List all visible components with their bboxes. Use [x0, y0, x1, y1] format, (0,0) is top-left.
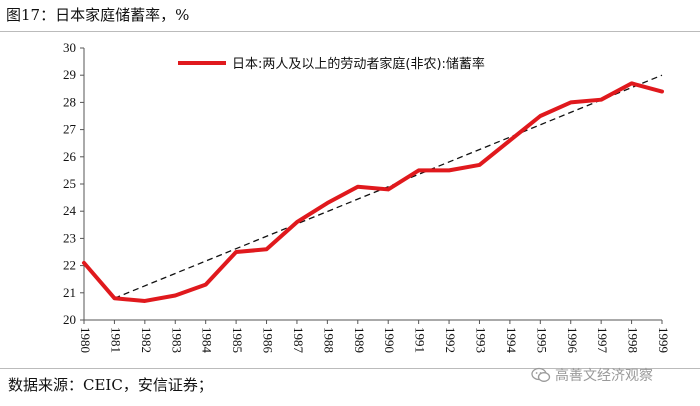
x-tick-label: 1996 [565, 327, 580, 354]
figure-source: 数据来源：CEIC，安信证券； [8, 376, 213, 394]
x-tick-label: 1985 [230, 327, 245, 353]
wechat-icon [531, 367, 551, 382]
series-line [82, 81, 664, 303]
x-tick-label: 1983 [169, 327, 184, 353]
x-tick-label: 1992 [443, 327, 458, 353]
legend: 日本:两人及以上的劳动者家庭(非农):储蓄率 [178, 56, 485, 72]
bottom-divider [0, 368, 700, 369]
y-tick-label: 30 [63, 40, 76, 55]
x-tick-label: 1999 [656, 327, 671, 353]
x-tick-label: 1982 [139, 327, 154, 353]
y-tick-label: 24 [63, 203, 77, 218]
y-tick-label: 20 [63, 312, 76, 327]
legend-label: 日本:两人及以上的劳动者家庭(非农):储蓄率 [232, 56, 485, 72]
watermark: 高善文经济观察 [531, 364, 653, 386]
x-tick-label: 1986 [261, 327, 276, 354]
y-tick-label: 29 [63, 67, 76, 82]
y-tick-label: 26 [63, 149, 77, 164]
figure-title: 图17：日本家庭储蓄率，% [6, 6, 190, 24]
x-tick-label: 1998 [626, 327, 641, 353]
y-tick-label: 23 [63, 230, 76, 245]
x-tick-label: 1991 [413, 327, 428, 353]
series-group [82, 81, 664, 303]
x-tick-label: 1988 [321, 327, 336, 353]
x-tick-label: 1989 [352, 327, 367, 353]
watermark-text: 高善文经济观察 [555, 368, 653, 384]
x-tick-label: 1994 [504, 327, 519, 354]
x-tick-label: 1995 [534, 327, 549, 353]
y-tick-label: 25 [63, 176, 76, 191]
top-divider [0, 31, 700, 32]
x-tick-label: 1984 [200, 327, 215, 354]
y-tick-label: 28 [63, 94, 76, 109]
trend-line [114, 74, 663, 299]
x-tick-label: 1987 [291, 327, 306, 354]
chart-axes [83, 48, 662, 321]
x-axis-ticks: 1980 1981 1982 1983 1984 1985 1986 1987 1988 1989… [78, 320, 671, 354]
y-tick-label: 21 [63, 285, 76, 300]
x-tick-label: 1997 [595, 327, 610, 354]
x-tick-label: 1981 [108, 327, 123, 353]
y-axis-ticks: 20 21 22 23 24 25 26 27 28 29 30 [63, 40, 84, 327]
x-tick-label: 1993 [473, 327, 488, 353]
x-tick-label: 1980 [78, 327, 93, 353]
trend-line-group [114, 74, 663, 299]
x-tick-label: 1990 [382, 327, 397, 353]
y-tick-label: 27 [63, 122, 77, 137]
y-tick-label: 22 [63, 258, 76, 273]
